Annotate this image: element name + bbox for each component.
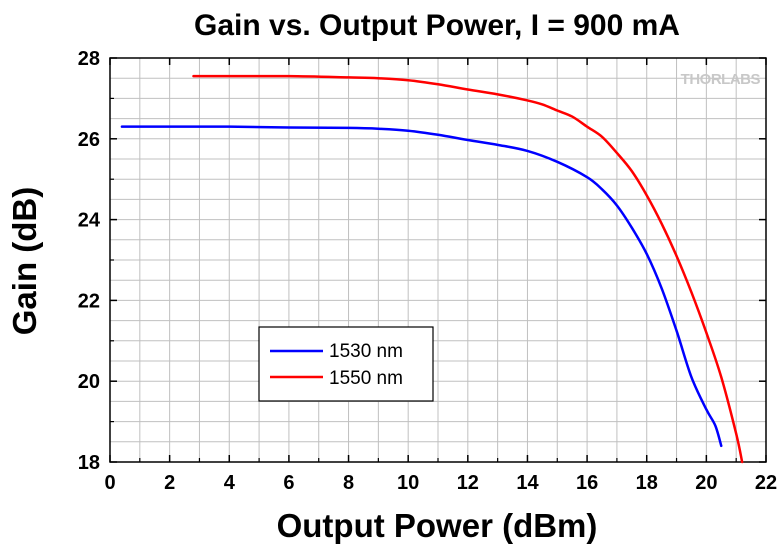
x-tick-label: 2 (164, 472, 175, 494)
legend-box (258, 326, 434, 402)
x-tick-label: 10 (397, 472, 419, 494)
thorlabs-watermark: THORLABS (681, 71, 761, 88)
series-line-1530nm (120, 125, 723, 448)
watermark: THORLABS (681, 71, 761, 88)
y-tick-label: 26 (78, 129, 100, 151)
x-tick-label: 22 (755, 472, 777, 494)
legend-label-1550nm: 1550 nm (329, 368, 403, 389)
legend: 1530 nm 1550 nm (258, 326, 434, 402)
series-line-1550nm (192, 74, 744, 464)
x-axis-ticks: 0 2 4 6 8 10 12 14 16 18 20 22 (104, 58, 777, 494)
y-tick-label: 28 (78, 48, 100, 70)
y-tick-label: 22 (78, 290, 100, 312)
x-axis-title: Output Power (dBm) (277, 507, 598, 544)
series-lines (120, 74, 744, 464)
x-tick-label: 0 (104, 472, 115, 494)
y-tick-label: 24 (78, 210, 101, 232)
x-tick-label: 14 (516, 472, 539, 494)
grid (110, 58, 766, 462)
legend-label-1530nm: 1530 nm (329, 341, 403, 362)
x-tick-label: 4 (224, 472, 236, 494)
x-tick-label: 18 (636, 472, 658, 494)
y-axis-title: Gain (dB) (6, 187, 43, 335)
y-tick-label: 20 (78, 371, 100, 393)
x-tick-label: 12 (457, 472, 479, 494)
x-tick-label: 8 (343, 472, 354, 494)
x-tick-label: 16 (576, 472, 598, 494)
chart-title: Gain vs. Output Power, I = 900 mA (194, 9, 680, 42)
y-axis-ticks: 18 20 22 24 26 28 (78, 48, 766, 474)
x-tick-label: 6 (283, 472, 294, 494)
y-tick-label: 18 (78, 452, 100, 474)
x-tick-label: 20 (695, 472, 717, 494)
